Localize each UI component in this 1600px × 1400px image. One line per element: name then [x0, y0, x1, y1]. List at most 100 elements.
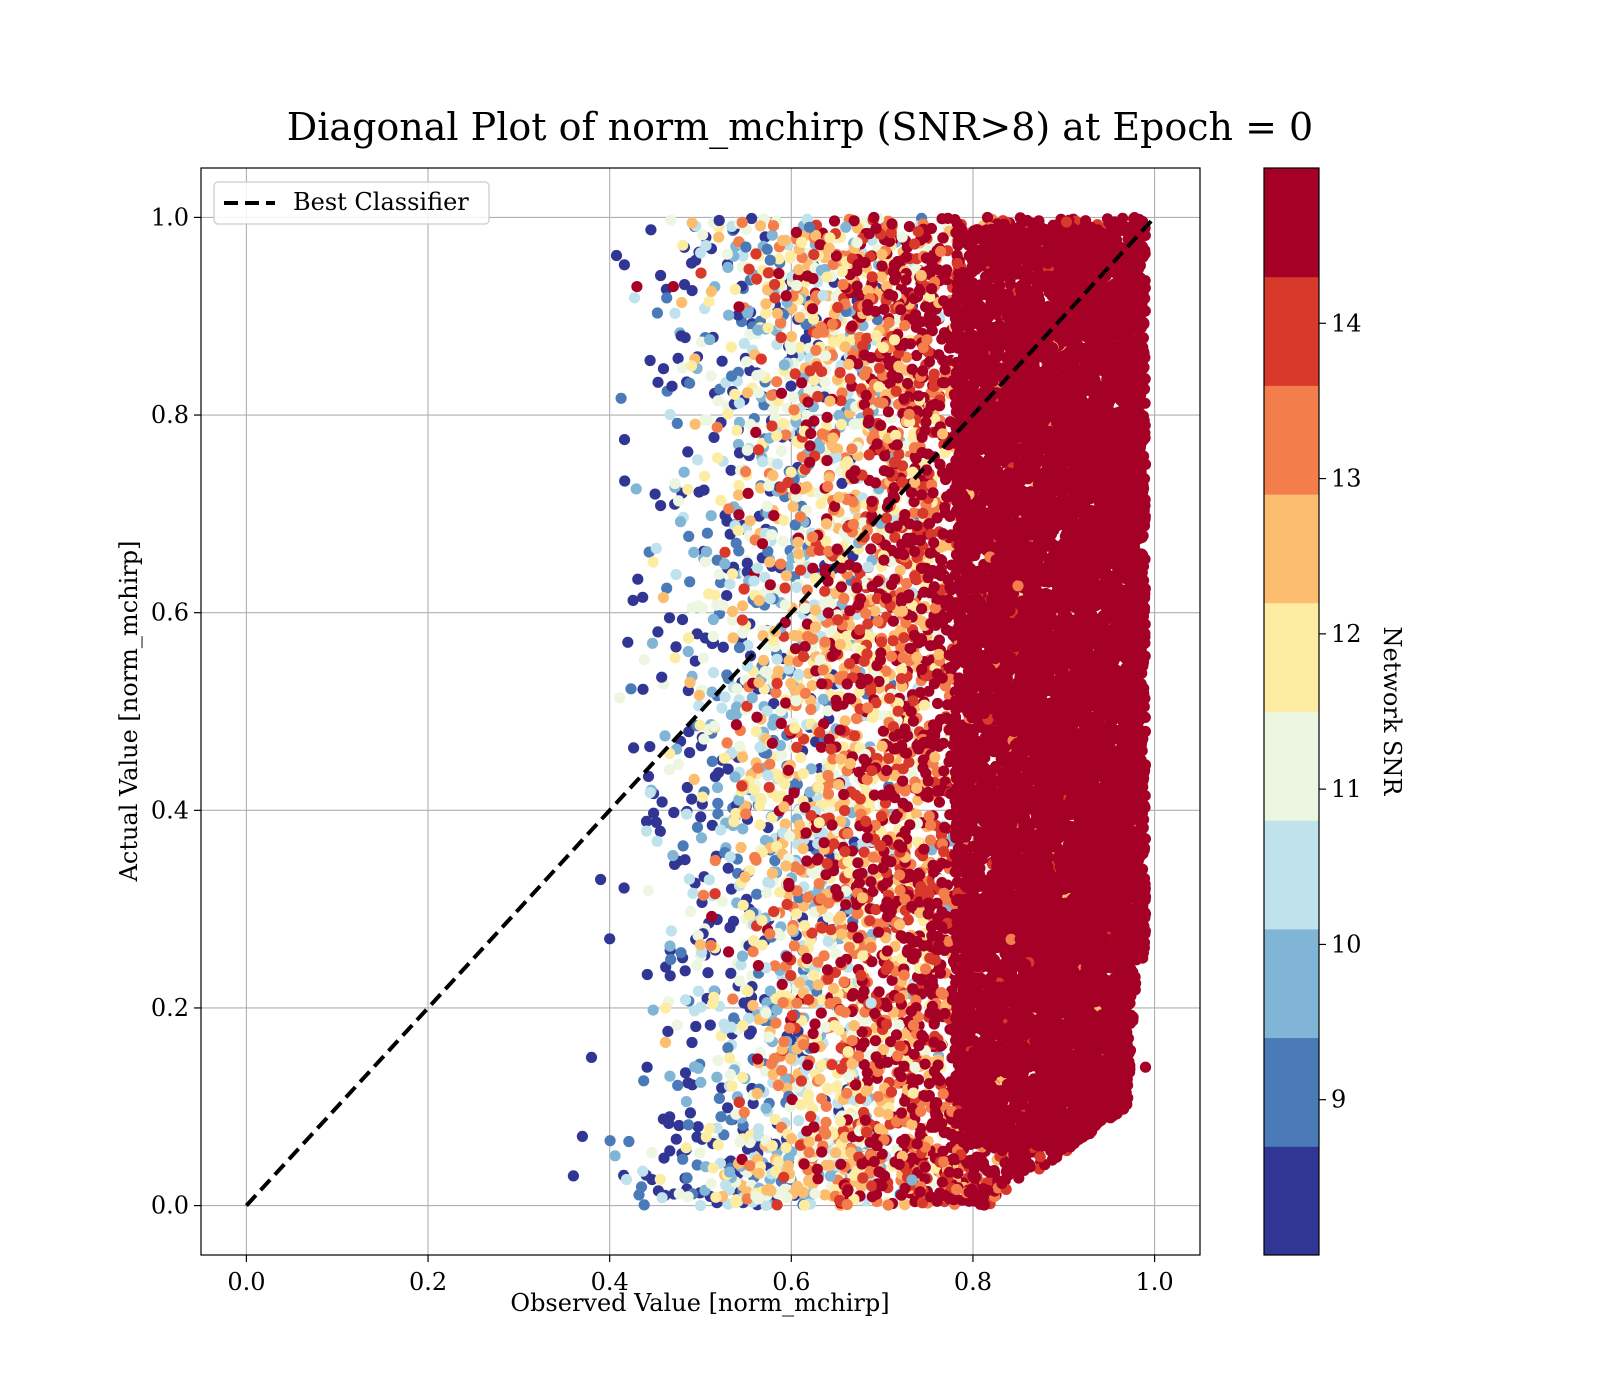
data-point [744, 515, 756, 527]
data-point [642, 884, 655, 896]
data-point [740, 466, 752, 478]
data-point [833, 409, 845, 421]
data-point [843, 358, 855, 370]
data-point [751, 562, 764, 574]
data-point [682, 632, 695, 644]
data-point [655, 500, 667, 512]
data-point [763, 877, 776, 889]
data-point [819, 585, 831, 597]
data-point [726, 568, 739, 580]
data-point [706, 819, 718, 831]
data-point [742, 487, 754, 499]
data-point [704, 334, 716, 346]
data-point [785, 331, 798, 343]
data-point [664, 940, 676, 952]
data-point [722, 1042, 734, 1054]
data-point [737, 823, 749, 835]
data-point [684, 747, 696, 759]
data-point [604, 1135, 616, 1147]
data-point [647, 1004, 659, 1016]
data-point [686, 1036, 698, 1049]
data-point [741, 387, 754, 399]
data-point [775, 481, 787, 493]
data-point [664, 1145, 676, 1157]
data-point [677, 1153, 689, 1165]
data-point [673, 495, 685, 507]
data-point [670, 1133, 682, 1145]
data-point [665, 214, 677, 226]
data-point [679, 1067, 692, 1079]
data-point [779, 599, 791, 611]
data-point [618, 882, 630, 894]
data-point [691, 959, 703, 972]
data-point [803, 385, 815, 397]
data-point [819, 376, 831, 388]
data-point [646, 1146, 658, 1159]
data-point [799, 687, 812, 700]
data-point [666, 380, 678, 392]
data-point [609, 1150, 621, 1162]
data-point [807, 531, 819, 543]
data-point [821, 411, 833, 423]
data-point [673, 1188, 685, 1200]
data-point [688, 1061, 701, 1073]
data-point [696, 791, 709, 803]
data-point [669, 652, 681, 664]
data-point [777, 417, 790, 429]
data-point [785, 380, 797, 392]
data-point [686, 285, 698, 297]
data-point [761, 500, 773, 512]
data-point [737, 600, 749, 612]
data-point [719, 558, 731, 570]
data-point [716, 355, 728, 367]
data-point [713, 214, 725, 227]
data-point [754, 800, 766, 812]
data-point [651, 835, 663, 847]
data-point [676, 362, 689, 374]
data-point [641, 1061, 653, 1073]
data-point [694, 939, 707, 951]
data-point [828, 982, 840, 995]
data-point [785, 1053, 797, 1065]
data-point [654, 1173, 666, 1185]
data-point [839, 715, 851, 727]
data-point [704, 1122, 716, 1134]
data-point [763, 1031, 775, 1043]
data-point [794, 341, 806, 353]
data-point [727, 614, 739, 626]
data-point [655, 269, 667, 282]
data-point [857, 320, 869, 332]
data-point [732, 438, 745, 451]
data-point [686, 1079, 698, 1091]
data-point [723, 309, 735, 321]
data-point [692, 930, 704, 942]
data-point [744, 909, 756, 921]
data-point [793, 1115, 805, 1127]
data-point [752, 960, 765, 972]
data-point [698, 733, 710, 745]
data-point [752, 762, 764, 774]
data-point [770, 1017, 782, 1029]
data-point [669, 477, 681, 490]
data-point [773, 253, 785, 265]
data-point [785, 466, 797, 478]
data-point [741, 557, 753, 569]
data-point [703, 588, 715, 600]
data-point [635, 1181, 648, 1193]
data-point [737, 1071, 749, 1083]
data-point [789, 368, 801, 380]
data-point [733, 545, 745, 557]
data-point [703, 874, 715, 886]
data-point [830, 948, 842, 960]
data-point [638, 1199, 650, 1211]
data-point [676, 297, 688, 309]
data-point [703, 296, 715, 308]
data-point [711, 599, 723, 611]
data-point [737, 1020, 749, 1032]
data-point [672, 758, 685, 770]
data-point [694, 1147, 706, 1159]
data-point [776, 1065, 788, 1077]
data-point [618, 259, 631, 271]
data-point [670, 568, 682, 581]
data-point [664, 970, 676, 982]
